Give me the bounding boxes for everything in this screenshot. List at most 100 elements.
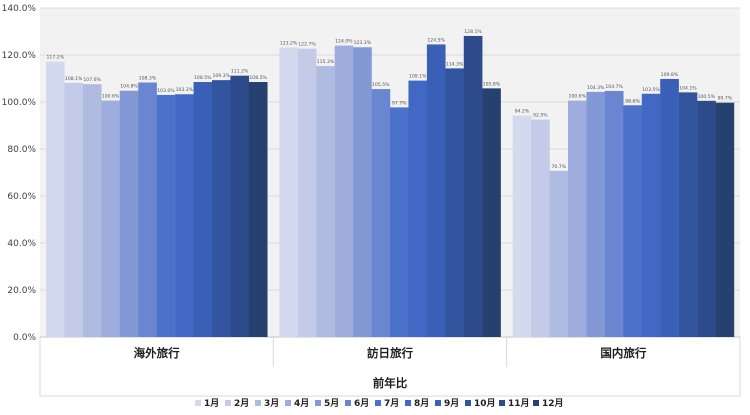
data-label: 108.1% — [65, 76, 83, 82]
data-label: 104.8% — [120, 84, 138, 90]
bar — [230, 75, 250, 338]
legend-item: 9月 — [435, 398, 459, 409]
bar — [193, 82, 213, 338]
data-label: 105.5% — [372, 82, 390, 88]
legend-label: 4月 — [294, 398, 309, 409]
data-label: 115.3% — [317, 59, 335, 65]
bar — [101, 100, 120, 337]
bar — [531, 119, 550, 337]
legend-swatch — [375, 400, 381, 406]
legend-swatch — [533, 400, 539, 406]
data-label: 100.6% — [102, 94, 120, 100]
data-label: 107.6% — [83, 77, 101, 83]
category-label: 訪日旅行 — [367, 346, 413, 360]
bar — [678, 92, 698, 338]
data-label: 124.0% — [335, 39, 353, 45]
data-label: 105.8% — [483, 81, 501, 87]
bar — [175, 94, 194, 338]
data-label: 99.7% — [717, 96, 732, 102]
legend-swatch — [405, 400, 411, 406]
bar — [463, 35, 483, 338]
legend-item: 3月 — [255, 398, 279, 409]
legend-label: 12月 — [542, 398, 564, 409]
x-axis-title: 前年比 — [373, 376, 408, 390]
bar — [316, 66, 335, 338]
data-label: 108.3% — [139, 75, 157, 81]
data-label: 109.8% — [661, 72, 679, 78]
y-tick-label: 140.0% — [2, 4, 37, 14]
bar — [119, 90, 139, 337]
y-tick-label: 80.0% — [7, 145, 36, 155]
bar — [512, 115, 532, 337]
legend-swatch — [195, 400, 201, 406]
data-label: 123.3% — [354, 40, 372, 46]
legend-swatch — [499, 400, 505, 406]
y-tick-label: 20.0% — [7, 286, 36, 296]
data-label: 92.5% — [533, 113, 548, 119]
legend-swatch — [345, 400, 351, 406]
data-label: 100.5% — [698, 94, 716, 100]
data-label: 104.3% — [587, 85, 605, 91]
bar — [426, 44, 446, 338]
bar — [156, 94, 176, 337]
legend-item: 5月 — [315, 398, 339, 409]
legend-label: 5月 — [324, 398, 339, 409]
bar — [549, 170, 569, 337]
data-label: 109.1% — [409, 74, 427, 80]
data-label: 111.2% — [231, 69, 249, 75]
data-label: 108.5% — [249, 75, 267, 81]
legend-swatch — [285, 400, 291, 406]
data-label: 98.6% — [625, 98, 640, 104]
y-tick-label: 0.0% — [13, 333, 36, 343]
data-label: 103.3% — [176, 87, 194, 93]
legend-item: 2月 — [225, 398, 249, 409]
y-tick-label: 100.0% — [2, 98, 37, 108]
bar — [334, 45, 354, 337]
legend-label: 1月 — [204, 398, 219, 409]
data-label: 114.3% — [446, 61, 464, 67]
bar — [371, 89, 391, 337]
category-axis-box — [39, 336, 741, 397]
legend-label: 10月 — [474, 398, 496, 409]
category-label: 海外旅行 — [134, 346, 180, 360]
legend-label: 6月 — [354, 398, 369, 409]
legend-swatch — [465, 400, 471, 406]
legend-item: 4月 — [285, 398, 309, 409]
y-tick-label: 60.0% — [7, 192, 36, 202]
legend-swatch — [255, 400, 261, 406]
bar — [408, 80, 428, 338]
bar — [660, 78, 679, 337]
bar — [604, 90, 624, 337]
data-label: 128.1% — [464, 29, 482, 35]
data-label: 108.5% — [194, 75, 212, 81]
legend-swatch — [315, 400, 321, 406]
bar — [64, 82, 84, 337]
data-label: 109.3% — [212, 73, 230, 79]
legend-label: 9月 — [444, 398, 459, 409]
bar — [390, 107, 409, 337]
bar — [482, 88, 501, 338]
bar — [586, 91, 606, 338]
bar — [212, 80, 231, 338]
legend-label: 8月 — [414, 398, 429, 409]
data-label: 122.7% — [298, 42, 316, 48]
legend-item: 6月 — [345, 398, 369, 409]
bar — [445, 68, 464, 338]
legend-item: 11月 — [499, 398, 530, 409]
y-tick-label: 120.0% — [2, 51, 37, 61]
y-tick-label: 40.0% — [7, 239, 36, 249]
legend-item: 12月 — [533, 398, 564, 409]
data-label: 70.7% — [551, 164, 566, 170]
bar — [297, 48, 317, 337]
bar — [46, 61, 65, 338]
legend-swatch — [225, 400, 231, 406]
data-label: 103.0% — [157, 88, 175, 94]
bar — [248, 82, 268, 338]
data-label: 100.6% — [568, 94, 586, 100]
legend-swatch — [435, 400, 441, 406]
bar — [641, 93, 661, 338]
data-label: 123.2% — [280, 40, 298, 46]
bar — [353, 47, 372, 338]
